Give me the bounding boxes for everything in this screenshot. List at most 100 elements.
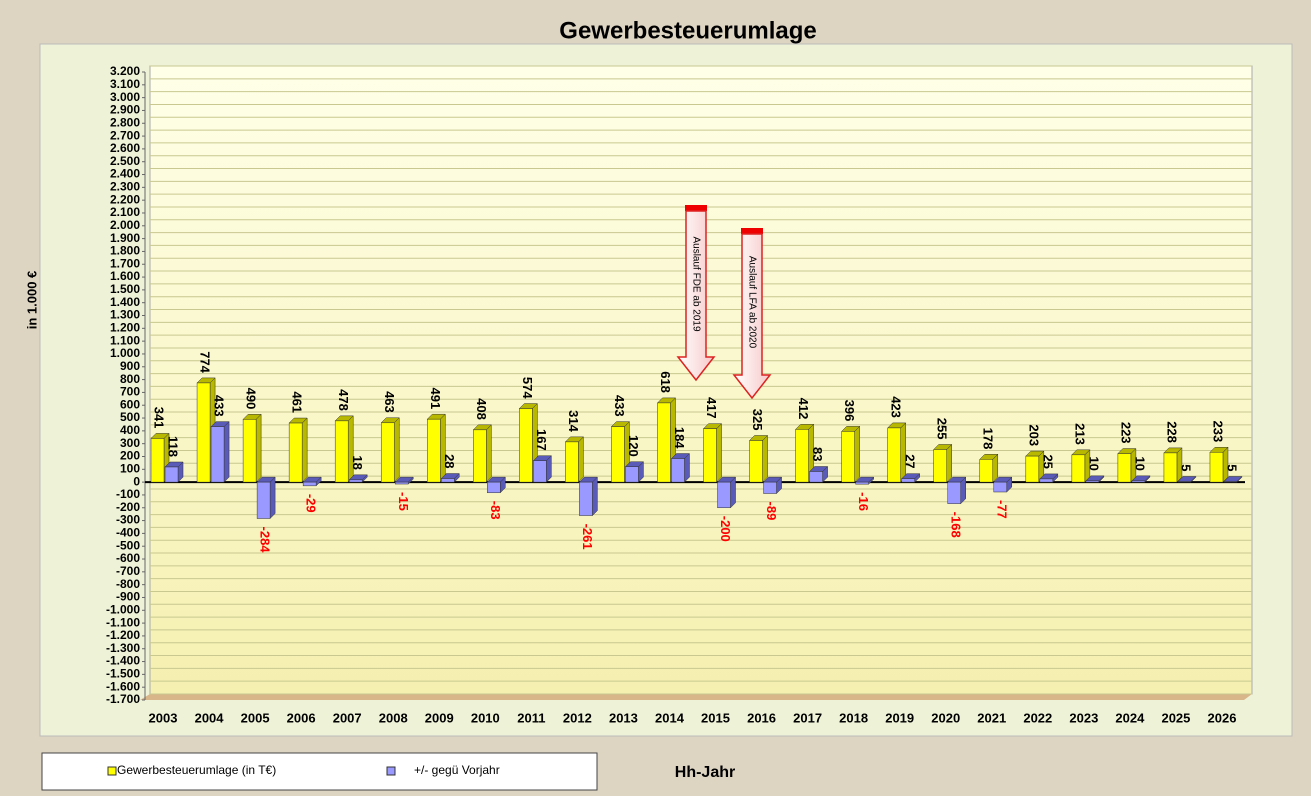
bar xyxy=(380,422,395,483)
bar xyxy=(979,459,994,483)
bar xyxy=(441,478,455,483)
bar xyxy=(242,419,257,483)
bar-side xyxy=(347,415,354,483)
y-tick-label: 3.000 xyxy=(110,90,140,104)
y-tick-label: 2.400 xyxy=(110,167,140,181)
bar xyxy=(703,428,717,483)
y-tick-label: 1.100 xyxy=(110,333,140,347)
bar xyxy=(809,471,823,483)
chart-title: Gewerbesteuerumlage xyxy=(559,17,816,44)
bar xyxy=(841,431,855,483)
bar-side xyxy=(301,417,308,483)
y-tick-label: -900 xyxy=(116,590,140,604)
value-label: 178 xyxy=(980,428,995,450)
value-label: 412 xyxy=(796,398,811,420)
y-tick-label: 2.300 xyxy=(110,180,140,194)
x-tick-label: 2009 xyxy=(425,710,454,725)
x-tick-label: 2026 xyxy=(1208,710,1237,725)
value-label: 491 xyxy=(428,387,443,409)
bar-side xyxy=(440,413,446,483)
bar xyxy=(1117,453,1132,483)
bar xyxy=(855,481,869,485)
bar xyxy=(671,458,685,483)
value-label: 167 xyxy=(534,429,549,451)
x-axis-label: Hh-Jahr xyxy=(675,764,735,781)
y-tick-label: -800 xyxy=(116,577,140,591)
legend-box xyxy=(41,752,598,791)
value-label: 18 xyxy=(350,455,365,469)
y-tick-label: 1.000 xyxy=(110,346,140,360)
y-tick-label: 2.600 xyxy=(110,141,140,155)
x-tick-label: 2008 xyxy=(379,710,408,725)
bar xyxy=(1223,481,1238,483)
value-label: -29 xyxy=(304,494,319,513)
value-label: 433 xyxy=(612,395,627,417)
y-tick-label: 500 xyxy=(120,410,140,424)
bar xyxy=(1209,452,1224,483)
y-tick-label: -1.400 xyxy=(106,654,140,668)
value-label: 10 xyxy=(1132,456,1147,470)
legend-swatch xyxy=(107,766,117,776)
value-label: 83 xyxy=(810,447,825,461)
bar xyxy=(625,466,639,483)
y-tick-label: 2.700 xyxy=(110,128,140,142)
bar-side xyxy=(946,443,952,483)
y-tick-label: 200 xyxy=(120,449,140,463)
value-label: 461 xyxy=(290,391,305,413)
value-label: 423 xyxy=(888,396,903,418)
bar xyxy=(1025,455,1040,483)
bar xyxy=(473,429,487,483)
bar-side xyxy=(592,476,598,517)
value-label: 10 xyxy=(1086,456,1101,470)
value-label: 618 xyxy=(658,371,673,393)
bar xyxy=(993,481,1008,493)
y-tick-label: -700 xyxy=(116,564,140,578)
x-tick-label: 2014 xyxy=(655,710,685,725)
annotation: Auslauf FDE ab 2019 xyxy=(690,236,701,331)
y-tick-label: 1.900 xyxy=(110,231,140,245)
floor xyxy=(140,694,1252,700)
y-tick-label: -1.200 xyxy=(106,628,140,642)
bar xyxy=(795,429,809,483)
value-label: 118 xyxy=(166,436,181,457)
arrow-cap xyxy=(685,205,707,211)
bar xyxy=(763,481,777,494)
bar xyxy=(533,460,547,483)
y-tick-label: 300 xyxy=(120,436,140,450)
y-tick-label: -1.100 xyxy=(106,615,140,629)
x-tick-label: 2010 xyxy=(471,710,500,725)
legend-swatch xyxy=(386,766,396,776)
y-tick-label: 100 xyxy=(120,461,140,475)
bar xyxy=(1163,452,1178,483)
value-label: -261 xyxy=(580,524,595,550)
bar xyxy=(717,481,731,509)
value-label: 396 xyxy=(842,400,857,422)
y-tick-label: 600 xyxy=(120,397,140,411)
value-label: 223 xyxy=(1118,422,1133,444)
x-tick-label: 2018 xyxy=(839,710,868,725)
value-label: 478 xyxy=(336,389,351,411)
bar-side xyxy=(223,421,230,483)
x-tick-label: 2005 xyxy=(241,710,270,725)
bar xyxy=(302,481,317,487)
y-tick-label: 2.100 xyxy=(110,205,140,219)
bar xyxy=(749,440,763,483)
arrow-cap xyxy=(741,228,763,234)
annotation-arrow: Auslauf FDE ab 2019 xyxy=(676,205,716,382)
y-tick-label: 1.700 xyxy=(110,256,140,270)
x-tick-label: 2007 xyxy=(333,710,362,725)
y-tick-label: 2.900 xyxy=(110,103,140,117)
y-tick-label: 1.400 xyxy=(110,295,140,309)
bar xyxy=(1039,478,1054,483)
value-label: -83 xyxy=(488,501,503,520)
bar xyxy=(487,481,501,494)
bar xyxy=(887,427,901,483)
y-tick-label: 3.100 xyxy=(110,77,140,91)
bar-side xyxy=(393,417,400,483)
bar-side xyxy=(486,424,492,483)
value-label: 433 xyxy=(212,395,227,417)
value-label: 255 xyxy=(934,418,949,440)
x-tick-label: 2022 xyxy=(1023,710,1052,725)
value-label: -168 xyxy=(948,512,963,538)
